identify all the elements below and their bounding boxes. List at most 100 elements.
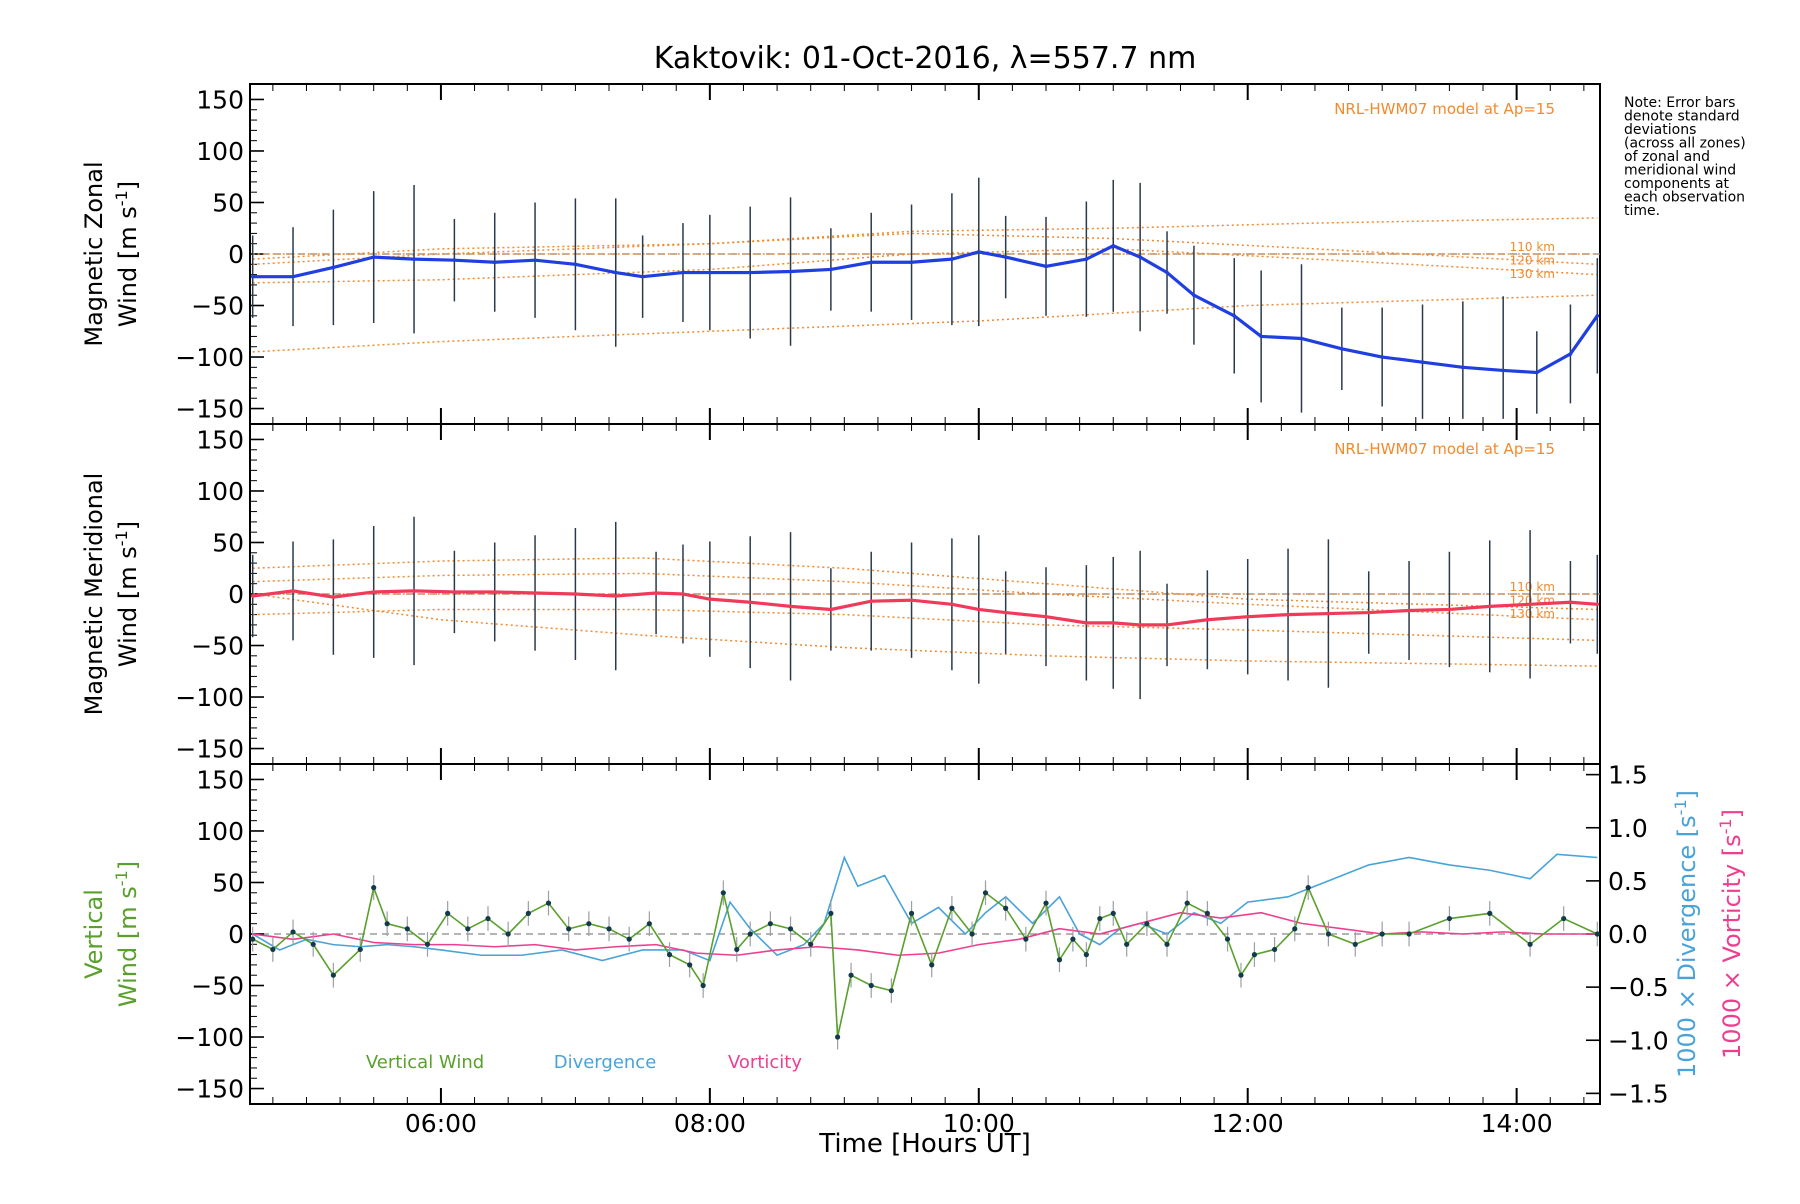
right-y-tick-label: −0.5 [1608, 973, 1669, 1002]
vertical-wind-point [734, 946, 740, 953]
series-point [1528, 602, 1532, 607]
series-point [331, 265, 336, 270]
vertical-wind-point [1251, 952, 1258, 958]
vertical-wind-point [1379, 931, 1385, 937]
series-point [1165, 270, 1169, 275]
vertical-wind-point [626, 936, 632, 942]
vertical-wind-point [424, 941, 431, 947]
series-point [1299, 336, 1304, 341]
vertical-wind-point [666, 952, 673, 958]
series-point [573, 592, 578, 596]
y-tick-label: 50 [212, 528, 244, 557]
vertical-wind-point [1406, 931, 1412, 937]
note-line: time. [1624, 203, 1660, 219]
vertical-wind-point [404, 926, 410, 932]
vertical-wind-point [687, 962, 693, 968]
vertical-wind-point [586, 921, 592, 927]
vertical-wind-point [1594, 931, 1600, 937]
vertical-wind-point [787, 926, 794, 932]
y-tick-label: 100 [196, 137, 244, 166]
series-point [1003, 610, 1008, 615]
vertical-wind-point [485, 915, 491, 922]
series-point [1165, 623, 1169, 627]
right-y-tick-label: 0.5 [1608, 867, 1648, 896]
series-point [1407, 608, 1411, 613]
panel-zonal: 150 100 50 0 −50 −100 −150 Magnetic Zonal Wind [… [80, 83, 1601, 425]
series-point [748, 270, 752, 275]
chart-title: Kaktovik: 01-Oct-2016, λ=557.7 nm [654, 41, 1197, 76]
model-line [252, 593, 1598, 667]
vertical-wind-point [1070, 936, 1076, 942]
vertical-wind-point [747, 931, 753, 937]
vertical-wind-point [1124, 941, 1130, 947]
y-tick-label: 50 [212, 188, 244, 217]
vertical-wind-point [700, 982, 706, 989]
legend-label: Vorticity [728, 1052, 802, 1073]
right-y-tick-label: 1.5 [1608, 761, 1648, 790]
vertical-wind-point [465, 926, 471, 932]
series-point [250, 594, 255, 598]
vertical-wind-point [1224, 936, 1231, 942]
series-point [1366, 610, 1371, 615]
series-point [909, 598, 914, 602]
vertical-wind-point [888, 988, 894, 994]
right-y-tick-label: 0.0 [1608, 920, 1648, 949]
series-point [1326, 611, 1331, 616]
y-tick-label: 150 [196, 85, 244, 114]
series-point [1380, 355, 1384, 359]
series-point [533, 258, 537, 262]
vertical-wind-point [1184, 900, 1190, 906]
vertical-wind-point [1487, 910, 1493, 916]
series-point [950, 602, 954, 607]
series-point [869, 260, 874, 265]
series-point [1568, 352, 1573, 356]
panel-vertical: 150 100 50 0 −50 −100 −150 Vertical Wind [m s-1]… [80, 761, 1746, 1138]
series-point [371, 255, 376, 259]
legend-label: Vertical Wind [366, 1052, 484, 1073]
y-tick-label: −100 [175, 683, 244, 712]
series-point [950, 257, 954, 261]
series-point [976, 607, 981, 612]
vertical-wind-point [1238, 972, 1244, 978]
series-point [681, 270, 685, 275]
series-point [1111, 243, 1116, 248]
series-point [1192, 293, 1196, 298]
y-tick-label: −100 [175, 1023, 244, 1052]
series-point [1595, 602, 1600, 607]
series-point [1205, 617, 1210, 622]
vertical-wind-point [848, 972, 854, 978]
y-axis-label: Vertical [80, 889, 108, 979]
series-point [1138, 255, 1142, 259]
series-point [412, 257, 416, 261]
vertical-wind-point [982, 890, 989, 896]
vertical-wind-point [1272, 946, 1278, 953]
y-tick-label: 150 [196, 425, 244, 454]
series-point [829, 267, 833, 272]
vertical-wind-point [384, 921, 390, 927]
series-point [371, 590, 376, 594]
vertical-wind-point [949, 905, 955, 911]
vertical-wind-point [1023, 936, 1029, 942]
series-point [1487, 604, 1492, 609]
altitude-label: 110 km [1510, 240, 1555, 254]
vorticity-line [252, 911, 1598, 957]
y-tick-label: 50 [212, 868, 244, 897]
series-point [250, 274, 255, 279]
y-tick-label: −150 [175, 735, 244, 764]
series-point [412, 589, 416, 593]
right-y-axis-label: 1000 × Divergence [s-1] [1671, 790, 1701, 1078]
vertical-wind-point [250, 936, 256, 942]
series-point [492, 260, 497, 265]
vertical-wind-point [908, 910, 915, 916]
vertical-wind-point [371, 885, 377, 891]
series-point [1138, 623, 1142, 627]
x-tick-label: 06:00 [405, 1109, 477, 1138]
vertical-wind-point [767, 921, 773, 927]
right-y-tick-label: −1.5 [1608, 1079, 1669, 1108]
y-tick-label: 150 [196, 765, 244, 794]
series-point [1595, 314, 1600, 318]
series-point [708, 597, 712, 601]
series-point [708, 270, 712, 275]
model-line [252, 294, 1598, 353]
